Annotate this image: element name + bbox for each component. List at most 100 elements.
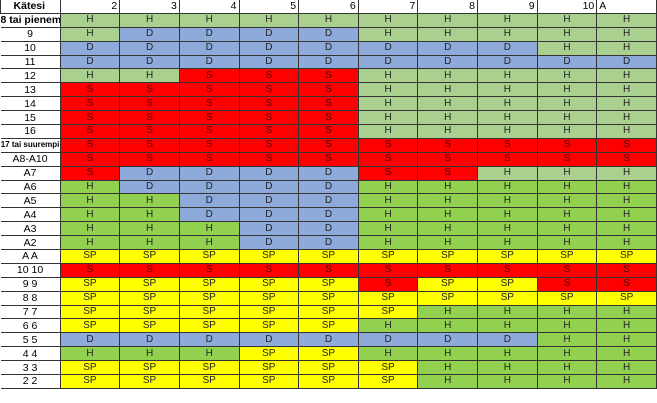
- hand-label[interactable]: 11: [0, 54, 61, 70]
- action-cell[interactable]: D: [178, 207, 240, 223]
- action-cell[interactable]: S: [417, 165, 478, 181]
- action-cell[interactable]: D: [178, 179, 240, 195]
- action-cell[interactable]: D: [238, 332, 300, 348]
- action-cell[interactable]: S: [238, 68, 300, 84]
- action-cell[interactable]: S: [119, 124, 180, 139]
- action-cell[interactable]: H: [477, 165, 538, 181]
- action-cell[interactable]: D: [238, 193, 300, 209]
- action-cell[interactable]: S: [178, 124, 240, 139]
- action-cell[interactable]: D: [298, 332, 359, 348]
- action-cell[interactable]: D: [119, 26, 180, 42]
- action-cell[interactable]: SP: [357, 360, 419, 376]
- action-cell[interactable]: H: [536, 124, 598, 139]
- action-cell[interactable]: SP: [59, 249, 121, 264]
- hand-label[interactable]: A7: [0, 165, 61, 181]
- action-cell[interactable]: D: [178, 40, 240, 56]
- action-cell[interactable]: SP: [238, 346, 300, 362]
- action-cell[interactable]: H: [536, 235, 598, 251]
- action-cell[interactable]: S: [357, 165, 419, 181]
- action-cell[interactable]: H: [417, 207, 478, 223]
- action-cell[interactable]: H: [59, 346, 121, 362]
- action-cell[interactable]: D: [298, 26, 359, 42]
- action-cell[interactable]: SP: [357, 304, 419, 320]
- action-cell[interactable]: H: [119, 235, 180, 251]
- action-cell[interactable]: H: [536, 332, 598, 348]
- hand-label[interactable]: 3 3: [0, 360, 61, 376]
- action-cell[interactable]: D: [298, 207, 359, 223]
- action-cell[interactable]: H: [477, 235, 538, 251]
- action-cell[interactable]: H: [536, 207, 598, 223]
- action-cell[interactable]: H: [417, 96, 478, 112]
- action-cell[interactable]: D: [178, 26, 240, 42]
- action-cell[interactable]: H: [417, 346, 478, 362]
- action-cell[interactable]: SP: [178, 360, 240, 376]
- action-cell[interactable]: D: [238, 40, 300, 56]
- action-cell[interactable]: S: [178, 151, 240, 167]
- action-cell[interactable]: H: [417, 221, 478, 237]
- hand-label[interactable]: 9: [0, 26, 61, 42]
- action-cell[interactable]: D: [59, 40, 121, 56]
- action-cell[interactable]: S: [596, 151, 657, 167]
- action-cell[interactable]: SP: [59, 276, 121, 292]
- action-cell[interactable]: D: [119, 40, 180, 56]
- action-cell[interactable]: S: [536, 151, 598, 167]
- action-cell[interactable]: SP: [477, 290, 538, 306]
- action-cell[interactable]: S: [536, 262, 598, 278]
- action-cell[interactable]: H: [536, 221, 598, 237]
- action-cell[interactable]: H: [596, 26, 657, 42]
- action-cell[interactable]: SP: [357, 249, 419, 264]
- action-cell[interactable]: D: [357, 40, 419, 56]
- action-cell[interactable]: SP: [119, 304, 180, 320]
- action-cell[interactable]: H: [417, 110, 478, 126]
- action-cell[interactable]: H: [596, 110, 657, 126]
- action-cell[interactable]: H: [178, 12, 240, 28]
- action-cell[interactable]: H: [536, 110, 598, 126]
- action-cell[interactable]: H: [596, 360, 657, 376]
- action-cell[interactable]: H: [536, 96, 598, 112]
- action-cell[interactable]: S: [417, 151, 478, 167]
- action-cell[interactable]: H: [417, 124, 478, 139]
- action-cell[interactable]: H: [477, 124, 538, 139]
- action-cell[interactable]: SP: [238, 249, 300, 264]
- action-cell[interactable]: SP: [238, 304, 300, 320]
- action-cell[interactable]: H: [119, 68, 180, 84]
- action-cell[interactable]: H: [357, 110, 419, 126]
- action-cell[interactable]: SP: [119, 318, 180, 334]
- action-cell[interactable]: S: [59, 82, 121, 98]
- action-cell[interactable]: S: [298, 137, 359, 153]
- action-cell[interactable]: H: [536, 346, 598, 362]
- action-cell[interactable]: SP: [298, 346, 359, 362]
- dealer-card-header[interactable]: A: [596, 0, 657, 14]
- action-cell[interactable]: D: [178, 332, 240, 348]
- action-cell[interactable]: SP: [119, 276, 180, 292]
- action-cell[interactable]: S: [59, 124, 121, 139]
- action-cell[interactable]: H: [477, 207, 538, 223]
- action-cell[interactable]: H: [477, 346, 538, 362]
- action-cell[interactable]: H: [357, 193, 419, 209]
- action-cell[interactable]: S: [477, 137, 538, 153]
- hand-label[interactable]: 15: [0, 110, 61, 126]
- action-cell[interactable]: H: [536, 26, 598, 42]
- action-cell[interactable]: SP: [178, 304, 240, 320]
- action-cell[interactable]: SP: [238, 374, 300, 389]
- action-cell[interactable]: H: [596, 207, 657, 223]
- action-cell[interactable]: H: [596, 193, 657, 209]
- action-cell[interactable]: S: [536, 276, 598, 292]
- action-cell[interactable]: SP: [298, 360, 359, 376]
- action-cell[interactable]: SP: [178, 318, 240, 334]
- action-cell[interactable]: H: [417, 179, 478, 195]
- action-cell[interactable]: H: [596, 96, 657, 112]
- action-cell[interactable]: S: [477, 151, 538, 167]
- action-cell[interactable]: S: [59, 151, 121, 167]
- dealer-card-header[interactable]: 2: [59, 0, 121, 14]
- action-cell[interactable]: H: [119, 221, 180, 237]
- action-cell[interactable]: SP: [536, 290, 598, 306]
- action-cell[interactable]: D: [298, 193, 359, 209]
- hand-label[interactable]: 13: [0, 82, 61, 98]
- action-cell[interactable]: D: [596, 54, 657, 70]
- hand-label[interactable]: 8 tai pienempi: [0, 12, 61, 28]
- action-cell[interactable]: S: [119, 151, 180, 167]
- action-cell[interactable]: S: [298, 96, 359, 112]
- action-cell[interactable]: H: [59, 221, 121, 237]
- hand-label[interactable]: A6: [0, 179, 61, 195]
